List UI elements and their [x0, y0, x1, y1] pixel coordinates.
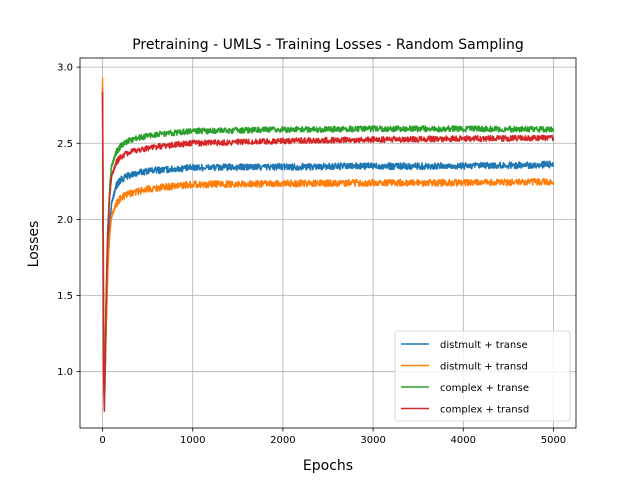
series-line-1 [101, 77, 555, 391]
x-axis-label: Epochs [303, 458, 353, 474]
legend-entry: complex + transe [440, 383, 529, 394]
x-tick-label: 2000 [270, 435, 295, 446]
y-axis-label: Losses [26, 221, 42, 268]
y-tick-label: 1.5 [57, 291, 73, 302]
legend-entry: distmult + transe [440, 340, 528, 351]
y-tick-label: 1.0 [57, 367, 73, 378]
x-tick-label: 3000 [360, 435, 385, 446]
series-line-2 [101, 94, 555, 409]
x-tick-label: 4000 [451, 435, 476, 446]
legend-frame [394, 330, 571, 422]
y-tick-label: 3.0 [57, 63, 73, 74]
x-tick-label: 1000 [180, 435, 205, 446]
legend-entry: complex + transd [440, 405, 529, 416]
plot-frame [79, 57, 577, 429]
series-line-3 [101, 91, 555, 412]
ticks: 0 1000 2000 3000 4000 5000 1.0 1.5 2.0 2.5 3.0 [57, 63, 566, 446]
x-tick-label: 0 [99, 435, 105, 446]
chart-title: Pretraining - UMLS - Training Losses - R… [132, 37, 524, 53]
x-tick-label: 5000 [541, 435, 566, 446]
y-tick-label: 2.5 [57, 139, 73, 150]
legend: distmult + transe distmult + transd comple… [394, 330, 571, 422]
series-line-0 [101, 86, 555, 394]
y-tick-label: 2.0 [57, 215, 73, 226]
series-lines [101, 77, 555, 412]
legend-entry: distmult + transd [440, 362, 528, 373]
